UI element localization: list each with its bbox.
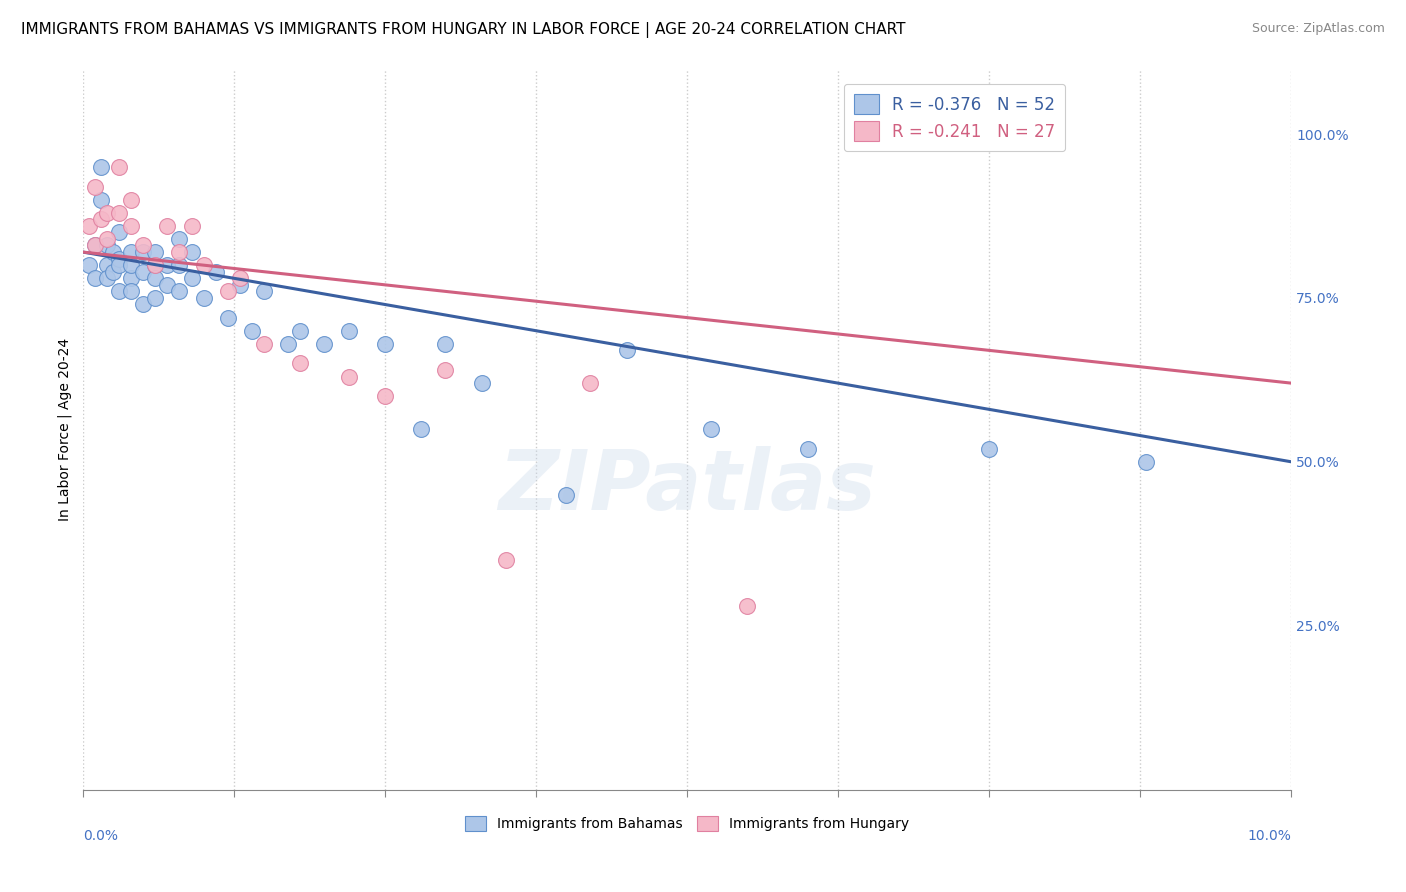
Text: 0.0%: 0.0% (83, 830, 118, 843)
Text: Source: ZipAtlas.com: Source: ZipAtlas.com (1251, 22, 1385, 36)
Legend: Immigrants from Bahamas, Immigrants from Hungary: Immigrants from Bahamas, Immigrants from… (460, 811, 914, 837)
Point (229, 277, 252, 292)
Point (108, 160, 131, 174)
Point (180, 271, 202, 285)
Point (579, 376, 602, 391)
Text: ZIPatlas: ZIPatlas (498, 446, 876, 527)
Point (495, 553, 517, 567)
Point (90, 193, 112, 207)
Point (240, 324, 263, 338)
Point (253, 336, 276, 351)
Point (169, 232, 191, 246)
Point (96, 258, 118, 272)
Point (120, 285, 142, 299)
Point (918, 127, 941, 141)
Point (108, 205, 131, 219)
Point (555, 487, 578, 501)
Point (96, 238, 118, 252)
Point (108, 226, 131, 240)
Point (143, 271, 166, 285)
Point (374, 336, 396, 351)
Point (217, 310, 239, 325)
Point (337, 369, 360, 384)
Point (700, 422, 723, 436)
Point (143, 258, 166, 272)
Point (434, 363, 457, 377)
Point (96, 205, 118, 219)
Point (434, 336, 457, 351)
Point (90, 160, 112, 174)
Point (108, 252, 131, 266)
Point (229, 271, 252, 285)
Text: 10.0%: 10.0% (1247, 830, 1291, 843)
Point (120, 258, 142, 272)
Point (120, 219, 142, 233)
Point (156, 277, 179, 292)
Point (180, 219, 202, 233)
Point (1135, 455, 1157, 469)
Point (616, 343, 638, 358)
Point (120, 271, 142, 285)
Point (83, 238, 105, 252)
Point (108, 285, 131, 299)
Point (83, 179, 105, 194)
Point (193, 291, 215, 305)
Point (277, 336, 299, 351)
Point (797, 442, 820, 456)
Point (156, 219, 179, 233)
Point (101, 245, 124, 260)
Point (169, 245, 191, 260)
Point (193, 258, 215, 272)
Point (471, 376, 494, 391)
Point (143, 245, 166, 260)
Point (132, 297, 155, 311)
Point (120, 245, 142, 260)
Point (290, 356, 312, 370)
Point (132, 238, 155, 252)
Y-axis label: In Labor Force | Age 20-24: In Labor Force | Age 20-24 (58, 337, 72, 521)
Point (108, 258, 131, 272)
Point (143, 291, 166, 305)
Point (156, 258, 179, 272)
Point (979, 442, 1001, 456)
Point (90, 212, 112, 227)
Point (83, 271, 105, 285)
Point (143, 258, 166, 272)
Point (77, 219, 100, 233)
Point (204, 265, 226, 279)
Point (83, 238, 105, 252)
Point (169, 285, 191, 299)
Point (132, 265, 155, 279)
Point (737, 599, 759, 613)
Point (411, 422, 433, 436)
Point (253, 285, 276, 299)
Point (169, 258, 191, 272)
Point (180, 245, 202, 260)
Point (96, 271, 118, 285)
Point (96, 232, 118, 246)
Text: IMMIGRANTS FROM BAHAMAS VS IMMIGRANTS FROM HUNGARY IN LABOR FORCE | AGE 20-24 CO: IMMIGRANTS FROM BAHAMAS VS IMMIGRANTS FR… (21, 22, 905, 38)
Point (217, 285, 239, 299)
Point (132, 245, 155, 260)
Point (101, 265, 124, 279)
Point (314, 336, 336, 351)
Point (290, 324, 312, 338)
Point (374, 389, 396, 403)
Point (120, 193, 142, 207)
Point (337, 324, 360, 338)
Point (77, 258, 100, 272)
